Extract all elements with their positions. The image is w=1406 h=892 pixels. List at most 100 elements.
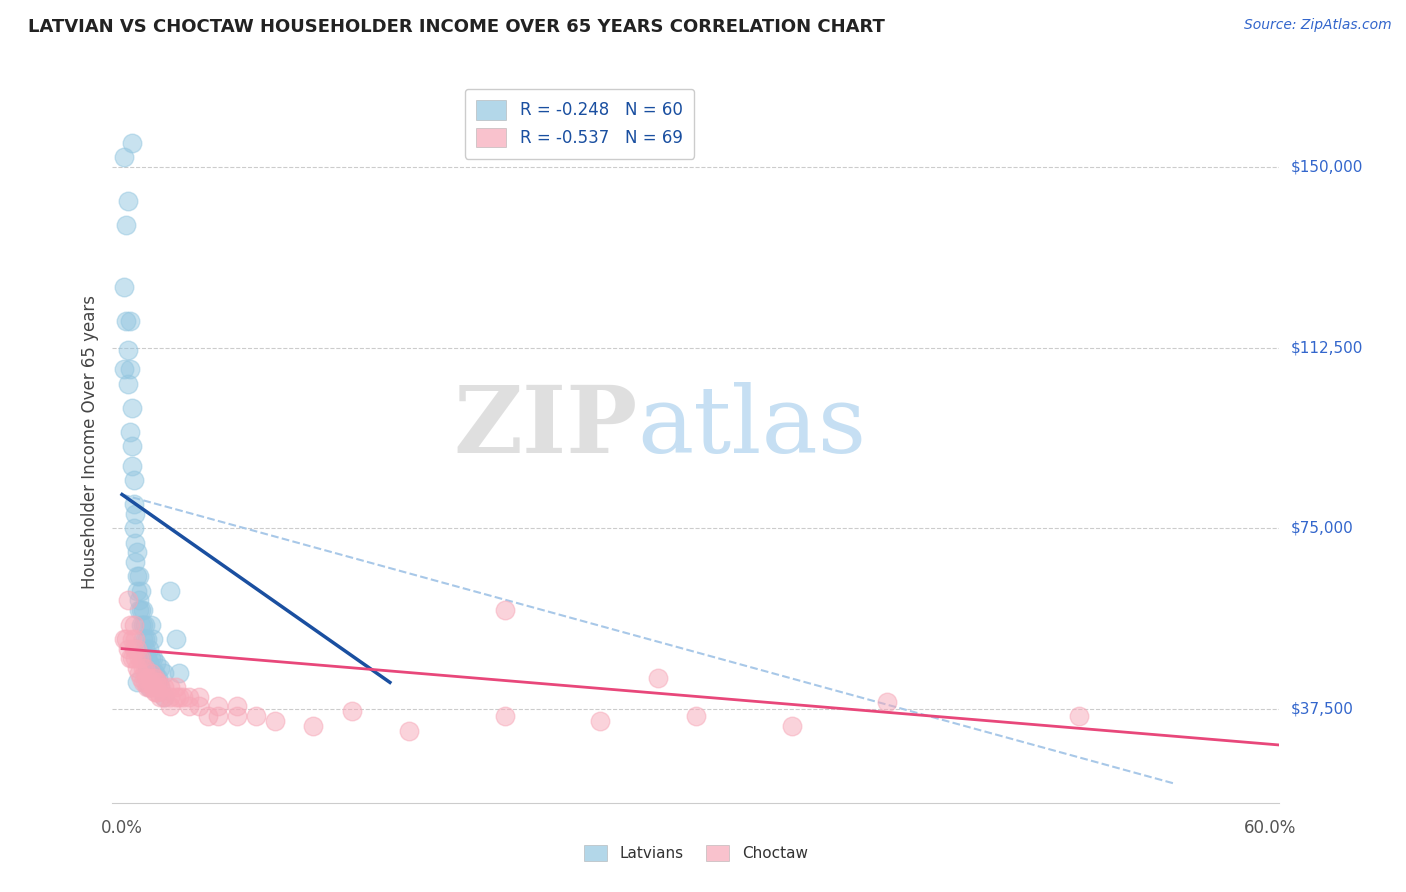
Point bbox=[117, 641, 139, 656]
Point bbox=[142, 671, 165, 685]
Point bbox=[302, 719, 325, 733]
Point bbox=[169, 665, 191, 680]
Point bbox=[138, 641, 160, 656]
Point bbox=[159, 583, 181, 598]
Point bbox=[128, 569, 150, 583]
Point bbox=[159, 680, 181, 694]
Text: LATVIAN VS CHOCTAW HOUSEHOLDER INCOME OVER 65 YEARS CORRELATION CHART: LATVIAN VS CHOCTAW HOUSEHOLDER INCOME OV… bbox=[28, 18, 884, 36]
Point bbox=[121, 439, 143, 453]
Point bbox=[128, 651, 150, 665]
Point bbox=[118, 314, 141, 328]
Point bbox=[149, 680, 172, 694]
Point bbox=[145, 656, 167, 670]
Point bbox=[117, 376, 139, 391]
Point bbox=[127, 675, 149, 690]
Point bbox=[207, 699, 229, 714]
Point bbox=[148, 671, 170, 685]
Point bbox=[127, 569, 149, 583]
Point bbox=[112, 150, 135, 164]
Point bbox=[132, 675, 155, 690]
Point bbox=[225, 709, 247, 723]
Point bbox=[124, 507, 146, 521]
Point bbox=[121, 458, 143, 473]
Point bbox=[118, 617, 141, 632]
Point bbox=[145, 671, 167, 685]
Point bbox=[142, 632, 165, 646]
Point bbox=[197, 709, 219, 723]
Point bbox=[121, 136, 143, 150]
Point bbox=[143, 671, 166, 685]
Point bbox=[165, 680, 187, 694]
Point bbox=[121, 632, 143, 646]
Point bbox=[121, 651, 143, 665]
Point bbox=[122, 521, 145, 535]
Point bbox=[245, 709, 267, 723]
Point bbox=[153, 690, 176, 704]
Point bbox=[145, 685, 167, 699]
Point bbox=[340, 704, 363, 718]
Point bbox=[121, 401, 143, 415]
Point bbox=[117, 343, 139, 357]
Legend: Latvians, Choctaw: Latvians, Choctaw bbox=[578, 839, 814, 867]
Point bbox=[122, 641, 145, 656]
Point bbox=[115, 218, 138, 232]
Point bbox=[139, 665, 162, 680]
Point bbox=[132, 603, 155, 617]
Point bbox=[177, 699, 200, 714]
Point bbox=[127, 661, 149, 675]
Point bbox=[138, 680, 160, 694]
Point bbox=[149, 680, 172, 694]
Point bbox=[172, 690, 194, 704]
Point bbox=[145, 675, 167, 690]
Point bbox=[143, 685, 166, 699]
Point bbox=[142, 651, 165, 665]
Point bbox=[153, 690, 176, 704]
Point bbox=[148, 685, 170, 699]
Point bbox=[129, 651, 152, 665]
Text: $75,000: $75,000 bbox=[1291, 521, 1354, 536]
Point bbox=[149, 661, 172, 675]
Point bbox=[780, 719, 803, 733]
Point bbox=[122, 497, 145, 511]
Point bbox=[143, 665, 166, 680]
Point bbox=[129, 617, 152, 632]
Point bbox=[148, 675, 170, 690]
Point bbox=[124, 555, 146, 569]
Point bbox=[132, 617, 155, 632]
Point bbox=[225, 699, 247, 714]
Point bbox=[127, 545, 149, 559]
Point bbox=[118, 362, 141, 376]
Point bbox=[129, 583, 152, 598]
Text: $112,500: $112,500 bbox=[1291, 340, 1362, 355]
Point bbox=[112, 280, 135, 294]
Text: $37,500: $37,500 bbox=[1291, 701, 1354, 716]
Point bbox=[165, 632, 187, 646]
Point bbox=[128, 603, 150, 617]
Point bbox=[685, 709, 707, 723]
Point bbox=[129, 603, 152, 617]
Point bbox=[647, 671, 669, 685]
Point bbox=[127, 583, 149, 598]
Point bbox=[159, 690, 181, 704]
Point bbox=[118, 425, 141, 439]
Point bbox=[134, 661, 156, 675]
Point bbox=[142, 680, 165, 694]
Text: ZIP: ZIP bbox=[453, 382, 638, 472]
Point bbox=[187, 690, 209, 704]
Point bbox=[134, 641, 156, 656]
Point bbox=[124, 651, 146, 665]
Point bbox=[134, 675, 156, 690]
Text: Source: ZipAtlas.com: Source: ZipAtlas.com bbox=[1244, 18, 1392, 32]
Point bbox=[876, 695, 898, 709]
Point bbox=[139, 651, 162, 665]
Point bbox=[115, 632, 138, 646]
Text: $150,000: $150,000 bbox=[1291, 160, 1362, 175]
Point bbox=[169, 690, 191, 704]
Point bbox=[122, 617, 145, 632]
Point bbox=[207, 709, 229, 723]
Point bbox=[134, 617, 156, 632]
Point bbox=[139, 680, 162, 694]
Point bbox=[153, 680, 176, 694]
Point bbox=[138, 671, 160, 685]
Point bbox=[187, 699, 209, 714]
